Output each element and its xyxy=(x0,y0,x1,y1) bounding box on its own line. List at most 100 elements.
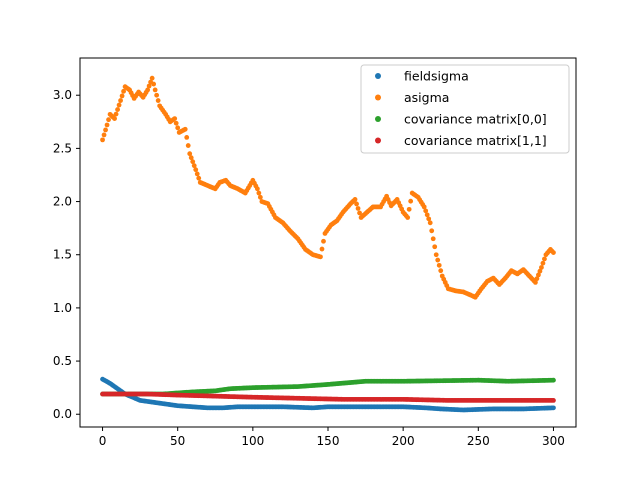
legend-marker xyxy=(375,94,381,101)
data-point xyxy=(406,206,412,212)
data-point xyxy=(427,220,433,226)
data-point xyxy=(115,107,120,112)
y-tick-label: 0.5 xyxy=(53,354,72,368)
legend: fieldsigma asigma covariance matrix[0,0] co… xyxy=(360,64,570,154)
x-tick-label: 100 xyxy=(241,434,264,448)
data-point xyxy=(536,272,541,278)
data-point xyxy=(155,98,161,103)
data-point xyxy=(193,167,199,173)
legend-label: covariance matrix[1,1] xyxy=(404,133,547,148)
data-point xyxy=(430,236,436,242)
x-tick-label: 50 xyxy=(170,434,185,448)
data-point xyxy=(116,102,122,108)
data-point xyxy=(106,117,111,123)
y-tick-label: 2.5 xyxy=(53,141,72,155)
data-point xyxy=(321,238,326,244)
x-tick-label: 300 xyxy=(542,434,565,448)
data-point xyxy=(121,88,126,94)
data-point xyxy=(423,208,429,214)
data-point xyxy=(257,194,263,200)
y-tick-label: 1.5 xyxy=(53,248,72,262)
data-point xyxy=(352,197,358,202)
data-point xyxy=(424,212,430,218)
data-point xyxy=(551,398,556,403)
data-point xyxy=(154,92,160,98)
data-point xyxy=(405,215,411,220)
y-axis: 0.0 0.5 1.0 1.5 2.0 2.5 3.0 xyxy=(53,88,80,421)
legend-label: asigma xyxy=(404,90,449,105)
data-point xyxy=(119,93,125,99)
data-point xyxy=(254,186,260,192)
data-point xyxy=(551,377,556,383)
data-point xyxy=(542,256,547,262)
data-point xyxy=(421,204,427,210)
data-point xyxy=(118,98,123,103)
data-point xyxy=(175,125,181,131)
data-point xyxy=(256,190,262,196)
data-point xyxy=(190,159,196,165)
data-point xyxy=(182,126,188,132)
data-point xyxy=(537,268,543,274)
data-point xyxy=(435,257,441,263)
data-point xyxy=(196,175,202,181)
legend-label: fieldsigma xyxy=(404,69,469,84)
data-point xyxy=(112,116,117,122)
data-point xyxy=(432,244,438,250)
data-point xyxy=(187,151,193,157)
data-point xyxy=(173,120,179,126)
data-point xyxy=(357,210,362,216)
data-point xyxy=(354,201,359,207)
data-point xyxy=(408,198,414,204)
data-point xyxy=(172,116,178,122)
data-point xyxy=(185,143,191,148)
data-point xyxy=(104,122,110,128)
data-point xyxy=(534,276,540,282)
x-tick-label: 0 xyxy=(99,434,107,448)
legend-box xyxy=(360,64,570,154)
series-0 xyxy=(100,376,556,413)
series-3 xyxy=(100,391,556,403)
data-point xyxy=(113,111,119,117)
data-point xyxy=(533,279,538,285)
data-point xyxy=(188,155,194,161)
y-tick-label: 2.0 xyxy=(53,195,72,209)
data-point xyxy=(145,87,151,93)
legend-marker xyxy=(375,116,381,122)
data-point xyxy=(438,268,444,274)
y-tick-label: 0.0 xyxy=(53,407,72,421)
data-point xyxy=(540,260,546,266)
data-point xyxy=(551,405,556,411)
data-point xyxy=(146,83,152,89)
data-point xyxy=(539,265,544,270)
data-point xyxy=(100,137,105,143)
y-tick-label: 1.0 xyxy=(53,301,72,315)
legend-marker xyxy=(375,73,381,79)
data-points xyxy=(100,75,556,413)
data-point xyxy=(319,246,325,252)
data-point xyxy=(149,75,155,81)
data-point xyxy=(194,171,200,177)
data-point xyxy=(152,87,158,93)
data-point xyxy=(429,228,435,234)
data-point xyxy=(426,216,432,222)
series-1 xyxy=(100,75,556,300)
x-tick-label: 200 xyxy=(392,434,415,448)
data-point xyxy=(355,206,361,211)
x-axis: 0 50 100 150 200 250 300 xyxy=(99,427,565,448)
x-tick-label: 250 xyxy=(467,434,490,448)
data-point xyxy=(318,254,323,260)
x-tick-label: 150 xyxy=(317,434,340,448)
legend-label: covariance matrix[0,0] xyxy=(404,112,547,127)
y-tick-label: 3.0 xyxy=(53,88,72,102)
data-point xyxy=(151,81,157,87)
data-point xyxy=(433,252,439,258)
legend-marker xyxy=(375,137,381,144)
data-point xyxy=(103,127,108,133)
data-point xyxy=(436,262,442,268)
data-point xyxy=(551,250,556,256)
data-point xyxy=(191,163,197,169)
data-point xyxy=(101,132,107,138)
data-point xyxy=(184,135,190,140)
